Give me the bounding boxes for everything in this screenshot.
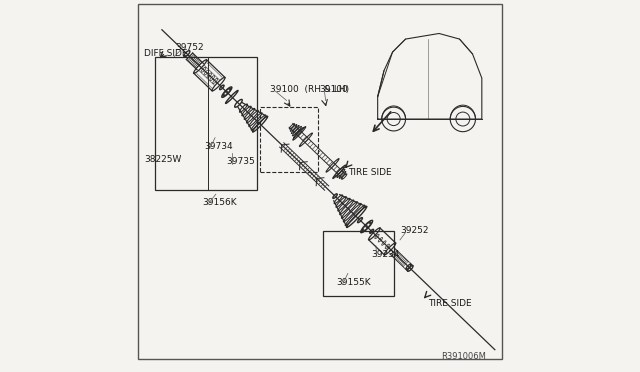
Text: 39735: 39735 <box>227 157 255 166</box>
Bar <box>156 57 257 190</box>
Text: 39752: 39752 <box>175 43 204 52</box>
Bar <box>323 231 394 296</box>
Text: TIRE SIDE: TIRE SIDE <box>428 299 472 308</box>
Text: R391006M: R391006M <box>441 352 486 361</box>
Text: 39100  (RH & LH): 39100 (RH & LH) <box>270 85 349 94</box>
Text: 39234: 39234 <box>371 250 400 259</box>
Text: TIRE SIDE: TIRE SIDE <box>348 169 392 177</box>
Bar <box>260 107 318 172</box>
Text: DIFF SIDE: DIFF SIDE <box>145 49 188 58</box>
Text: 39734: 39734 <box>204 142 232 151</box>
Text: 39156K: 39156K <box>202 198 237 207</box>
Text: 39252: 39252 <box>400 226 428 235</box>
Text: 38225W: 38225W <box>145 155 182 164</box>
Text: 39155K: 39155K <box>337 278 371 287</box>
Text: 39100: 39100 <box>319 85 348 94</box>
